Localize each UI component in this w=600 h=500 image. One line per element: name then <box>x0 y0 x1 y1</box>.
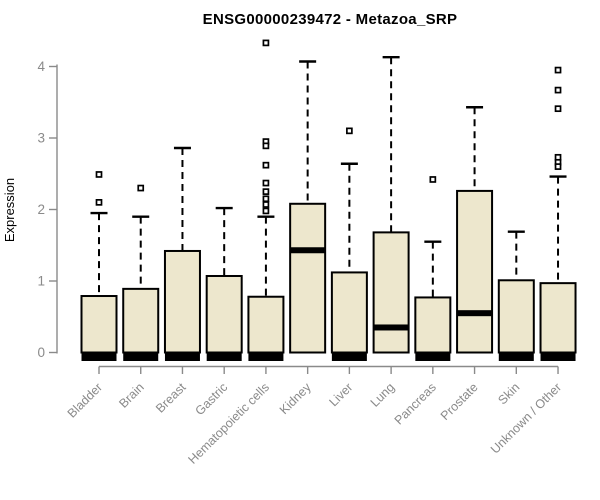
median-pancreas <box>415 353 451 361</box>
y-axis-label: Expression <box>2 178 17 242</box>
outlier-hematopoietic-cells-4 <box>262 179 270 187</box>
box-kidney <box>289 202 327 354</box>
x-axis-label-breast: Breast <box>153 380 189 416</box>
x-axis-label-kidney: Kidney <box>277 380 314 417</box>
x-axis-label-gastric: Gastric <box>192 380 230 418</box>
x-axis-label-prostate: Prostate <box>438 380 481 423</box>
box-unknown-other <box>539 282 577 354</box>
outlier-bladder-0 <box>95 171 103 178</box>
x-axis-label-skin: Skin <box>495 380 522 407</box>
median-skin <box>498 353 534 361</box>
boxplot-brain: Brain <box>116 184 160 411</box>
outlier-bladder-1 <box>95 199 103 206</box>
box-skin <box>497 279 535 354</box>
outlier-unknown-other-1 <box>554 86 562 94</box>
boxplot-bladder: Bladder <box>65 171 118 421</box>
box-prostate <box>456 189 494 354</box>
outlier-hematopoietic-cells-0 <box>262 39 270 47</box>
y-tick-label-1: 1 <box>37 274 45 289</box>
box-hematopoietic-cells <box>247 295 285 354</box>
median-gastric <box>206 353 242 361</box>
outlier-hematopoietic-cells-8 <box>262 207 270 215</box>
median-bladder <box>81 353 117 361</box>
box-lung <box>372 231 410 354</box>
box-pancreas <box>414 296 452 354</box>
boxplot-kidney: Kidney <box>277 60 327 417</box>
y-tick-label-0: 0 <box>37 345 45 360</box>
box-bladder <box>80 295 118 354</box>
outlier-unknown-other-2 <box>554 105 562 113</box>
outlier-brain-0 <box>137 184 145 192</box>
median-unknown-other <box>540 353 576 361</box>
median-breast <box>164 353 200 361</box>
boxplot-liver: Liver <box>326 127 368 409</box>
chart-title: ENSG00000239472 - Metazoa_SRP <box>203 11 458 28</box>
median-liver <box>331 353 367 361</box>
outlier-unknown-other-5 <box>554 163 562 170</box>
y-tick-label-3: 3 <box>37 131 45 146</box>
outlier-hematopoietic-cells-5 <box>262 188 270 195</box>
outlier-hematopoietic-cells-7 <box>262 201 270 208</box>
plot-area: 0 1 2 3 4 Bladder Brain Breast GastricHematopoie… <box>37 39 577 467</box>
box-gastric <box>205 274 243 354</box>
x-axis-label-hematopoietic-cells: Hematopoietic cells <box>185 380 272 467</box>
x-axis-label-brain: Brain <box>116 380 147 411</box>
x-axis-label-lung: Lung <box>368 380 398 410</box>
outlier-unknown-other-0 <box>554 66 562 74</box>
outlier-hematopoietic-cells-6 <box>262 195 270 203</box>
box-breast <box>163 249 201 354</box>
outlier-pancreas-0 <box>429 176 437 183</box>
y-tick-label-2: 2 <box>37 202 45 217</box>
boxplot-lung: Lung <box>368 56 410 410</box>
x-axis-label-unknown-other: Unknown / Other <box>488 380 564 456</box>
boxplot-prostate: Prostate <box>438 106 494 423</box>
median-brain <box>123 353 159 361</box>
median-prostate <box>457 310 493 317</box>
box-brain <box>122 287 160 354</box>
outlier-liver-0 <box>346 127 353 135</box>
y-tick-label-4: 4 <box>37 59 45 74</box>
outlier-hematopoietic-cells-3 <box>262 161 270 169</box>
x-axis-label-bladder: Bladder <box>65 380 105 420</box>
median-hematopoietic-cells <box>248 353 284 361</box>
x-axis-label-pancreas: Pancreas <box>392 380 439 427</box>
median-kidney <box>290 247 326 254</box>
box-liver <box>330 271 368 354</box>
median-lung <box>373 324 409 331</box>
boxplot-skin: Skin <box>495 230 535 407</box>
boxplot-breast: Breast <box>153 146 201 416</box>
x-axis-label-liver: Liver <box>326 380 355 409</box>
outlier-hematopoietic-cells-2 <box>262 142 270 150</box>
